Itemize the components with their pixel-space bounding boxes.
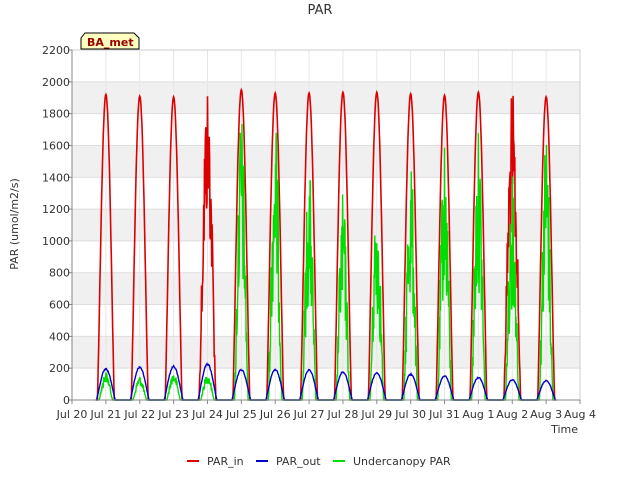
badge-box: [80, 32, 140, 50]
plot-band: [72, 145, 580, 178]
y-tick-label: 200: [49, 362, 70, 375]
y-tick-label: 2200: [42, 44, 70, 57]
plot-band: [72, 272, 580, 305]
legend-label: PAR_in: [207, 455, 244, 468]
y-tick-label: 1600: [42, 139, 70, 152]
y-axis-label: PAR (umol/m2/s): [8, 178, 21, 270]
x-tick-labels: Jul 20 Jul 21 Jul 22 Jul 23 Jul 24 Jul 25 Jul …: [56, 400, 596, 421]
y-tick-label: 1200: [42, 203, 70, 216]
badge-label: BA_met: [87, 36, 134, 49]
x-tick-label: Jul 26: [259, 408, 291, 421]
x-tick-label: Jul 22: [123, 408, 155, 421]
plot-background: [72, 81, 580, 369]
legend-label: PAR_out: [276, 455, 321, 468]
y-tick-label: 1400: [42, 171, 70, 184]
legend-label: Undercanopy PAR: [353, 455, 451, 468]
y-tick-label: 600: [49, 299, 70, 312]
x-tick-label: Jul 30: [394, 408, 426, 421]
axes: [71, 49, 581, 401]
x-tick-label: Jul 23: [157, 408, 189, 421]
station-badge: BA_met: [80, 32, 140, 50]
chart-title: PAR: [308, 3, 333, 18]
y-tick-label: 800: [49, 267, 70, 280]
x-tick-label: Jul 28: [327, 408, 359, 421]
plot-band: [72, 209, 580, 241]
x-tick-label: Jul 24: [191, 408, 223, 421]
x-axis-label: Time: [550, 423, 578, 436]
x-tick-label: Jul 29: [360, 408, 392, 421]
x-tick-label: Aug 3: [530, 408, 562, 421]
plot-band: [72, 336, 580, 369]
plot-band: [72, 81, 580, 114]
y-tick-labels: 0 200 400 600 800 1000 1200 1400 1600 1800 2000 220…: [42, 44, 72, 407]
y-tick-label: 0: [63, 394, 70, 407]
x-tick-label: Jul 21: [89, 408, 121, 421]
x-tick-label: Aug 2: [496, 408, 528, 421]
y-tick-label: 2000: [42, 76, 70, 89]
x-tick-label: Aug 1: [462, 408, 494, 421]
y-tick-label: 400: [49, 330, 70, 343]
x-tick-label: Aug 4: [564, 408, 596, 421]
x-tick-label: Jul 25: [225, 408, 257, 421]
x-tick-label: Jul 27: [293, 408, 325, 421]
legend: PAR_in PAR_out Undercanopy PAR: [187, 455, 451, 468]
x-tick-label: Jul 20: [56, 408, 88, 421]
y-tick-label: 1000: [42, 235, 70, 248]
y-tick-label: 1800: [42, 108, 70, 121]
x-tick-label: Jul 31: [428, 408, 460, 421]
